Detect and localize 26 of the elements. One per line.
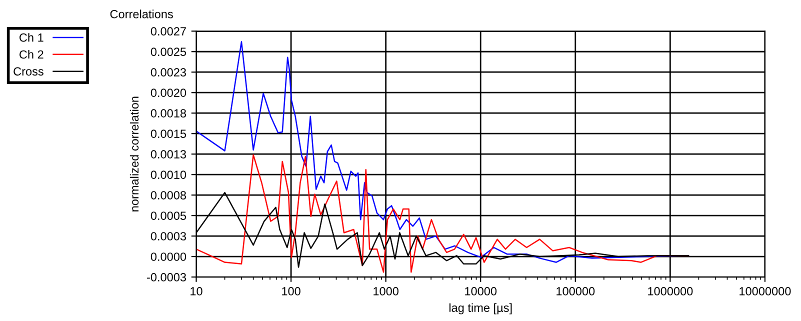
x-tick-label: 1000000	[648, 287, 693, 296]
legend-label: Ch 1	[20, 33, 44, 42]
y-tick-label: 0.0010	[150, 170, 186, 179]
y-axis-title: normalized correlation	[130, 96, 139, 212]
y-tick-label: 0.0003	[150, 232, 186, 240]
x-tick-label: 100000	[556, 287, 595, 296]
x-tick-label: 10000000	[740, 287, 791, 296]
y-tick-label: 0.0013	[150, 150, 186, 158]
y-tick-label: 0.0015	[150, 130, 186, 138]
x-tick-label: 1000	[374, 287, 398, 296]
y-tick-label: 0.0018	[150, 109, 186, 118]
chart-title: Correlations	[110, 10, 173, 18]
legend-label: Cross	[14, 67, 44, 76]
legend-label: Ch 2	[20, 50, 44, 59]
y-tick-label: -0.0003	[147, 273, 186, 282]
y-tick-label: 0.0005	[150, 212, 186, 220]
x-axis-title: lag time [µs]	[449, 303, 512, 314]
x-tick-label: 10	[190, 287, 202, 296]
y-tick-label: 0.0023	[150, 68, 186, 77]
y-tick-label: 0.0025	[150, 48, 186, 56]
y-tick-label: 0.0000	[150, 252, 186, 261]
y-tick-label: 0.0008	[150, 191, 186, 200]
x-tick-label: 10000	[465, 287, 497, 296]
x-tick-label: 100	[282, 287, 300, 296]
y-tick-label: 0.0027	[150, 27, 186, 36]
y-tick-label: 0.0020	[150, 88, 186, 97]
